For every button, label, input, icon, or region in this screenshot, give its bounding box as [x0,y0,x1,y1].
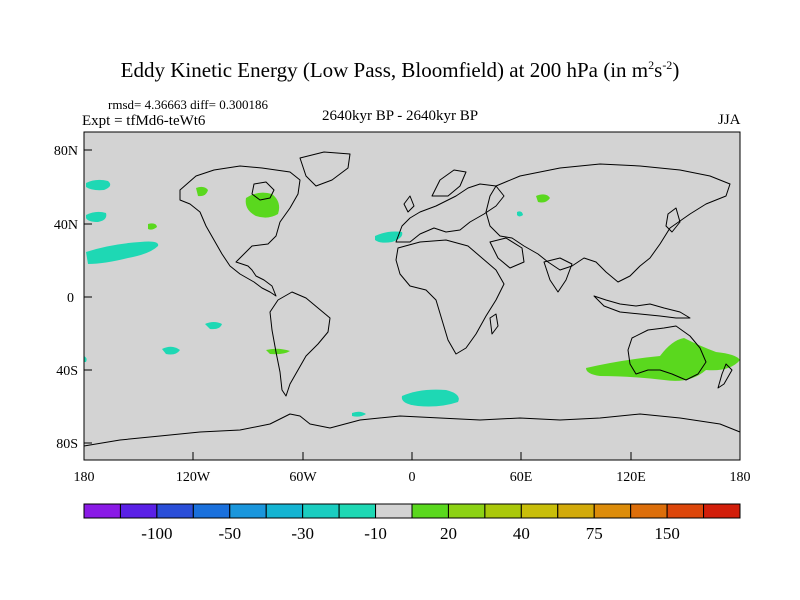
colorbar-labels: -100 -50 -30 -10 20 40 75 150 [141,524,680,543]
plot-title: Eddy Kinetic Energy (Low Pass, Bloomfiel… [120,58,680,82]
colorbar-label: 150 [654,524,680,543]
anomaly-south-pacific-cyan-2 [162,346,180,355]
lon-label-120w: 120W [176,470,211,485]
colorbar-label: 75 [586,524,603,543]
anomaly-south-atlantic-cyan [401,389,459,407]
colorbar-box [703,503,741,519]
colorbar-box [411,503,449,519]
anomaly-great-lakes-green [245,192,280,218]
anomaly-central-pacific-cyan-band [86,241,159,264]
colorbar-box [375,503,413,519]
anomaly-siberia-green [536,194,550,203]
colorbar-box [119,503,158,519]
lon-label-0: 0 [409,470,416,485]
map-background [84,132,740,460]
lat-label-80s: 80S [56,437,78,452]
coastline-new-zealand [717,363,733,389]
colorbar-box [666,503,705,519]
anomaly-canada-green [196,186,208,197]
lon-label-180-west: 180 [74,470,95,485]
colorbar-box [557,503,595,519]
colorbar-box [156,503,194,519]
coastline-europe [395,183,505,243]
colorbar-label: -50 [218,524,241,543]
coastline-madagascar [489,313,499,335]
colorbar-box [83,503,121,519]
coastline-south-america [269,291,331,397]
coastline-hudson-bay [251,181,275,201]
colorbar-label: -30 [291,524,314,543]
colorbar-label: -100 [141,524,172,543]
colorbar-label: -10 [364,524,387,543]
colorbar-box [447,503,486,519]
coastline-arabia [489,237,525,269]
anomaly-regions [84,179,740,417]
colorbar-box [630,503,668,519]
colorbar-box [338,503,377,519]
anomaly-australia-green-band [586,338,740,381]
coastlines [83,151,741,447]
colorbar-box [192,503,231,519]
lat-label-40s: 40S [56,364,78,379]
anomaly-pacific-small-green [148,223,157,230]
coastline-japan [665,207,681,233]
coastline-greenland [299,151,351,187]
anomaly-south-pacific-green [266,348,290,355]
lon-labels: 180 120W 60W 0 60E 120E 180 [74,470,751,485]
coastline-australia [627,325,707,381]
season-label: JJA [718,112,741,128]
anomaly-iberia-atlantic-cyan [375,231,403,243]
lat-label-80n: 80N [54,144,78,159]
coastline-scandinavia [431,169,467,197]
lon-label-60e: 60E [510,470,533,485]
lon-label-180-east: 180 [730,470,751,485]
period-label: 2640kyr BP - 2640kyr BP [322,108,479,124]
colorbar-box [593,503,632,519]
colorbar-box [229,503,267,519]
rmsd-diff-stats: rmsd= 4.36663 diff= 0.300186 [108,97,268,112]
lat-labels: 80N 40N 0 40S 80S [54,144,78,452]
coastline-indonesia [593,295,691,319]
lon-label-120e: 120E [616,470,646,485]
colorbar-box [520,503,559,519]
colorbar-box [265,503,304,519]
lat-label-0: 0 [67,291,74,306]
anomaly-north-pacific-cyan-1 [86,179,111,191]
coastline-uk [403,195,415,213]
anomaly-west-pacific-cyan [84,356,87,362]
coastline-north-america [179,165,301,297]
lon-label-60w: 60W [289,470,317,485]
experiment-label: Expt = tfMd6-teWt6 [82,113,206,129]
lat-label-40n: 40N [54,218,78,233]
colorbar-box [302,503,340,519]
colorbar [83,503,741,519]
anomaly-caspian-cyan [517,211,523,217]
coastline-africa [395,239,505,355]
coastline-antarctica [83,413,741,447]
coastline-asia [485,163,731,283]
colorbar-label: 40 [513,524,530,543]
anomaly-southern-ocean-cyan [352,411,366,417]
colorbar-box [484,503,522,519]
anomaly-south-pacific-cyan-1 [205,322,222,330]
axis-ticks [84,149,632,460]
anomaly-north-pacific-cyan-2 [86,211,107,222]
coastline-india [543,257,573,293]
colorbar-label: 20 [440,524,457,543]
